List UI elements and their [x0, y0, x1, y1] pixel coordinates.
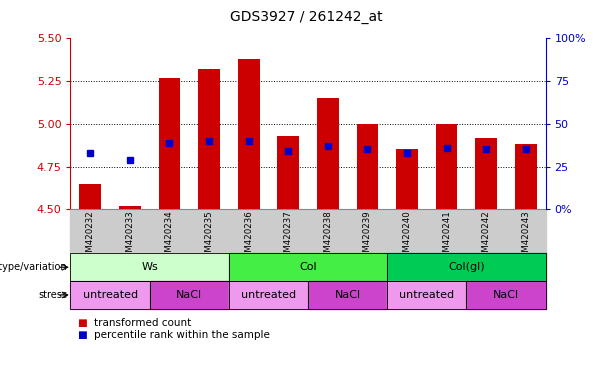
Text: Col: Col: [299, 262, 317, 272]
Text: NaCl: NaCl: [176, 290, 202, 300]
Text: genotype/variation: genotype/variation: [0, 262, 67, 272]
Text: percentile rank within the sample: percentile rank within the sample: [94, 330, 270, 340]
Bar: [436, 124, 457, 209]
Bar: [396, 149, 418, 209]
Text: GDS3927 / 261242_at: GDS3927 / 261242_at: [230, 10, 383, 23]
Bar: [119, 206, 141, 209]
Bar: [80, 184, 101, 209]
Bar: [277, 136, 299, 209]
Bar: [159, 78, 180, 209]
Text: ■: ■: [77, 318, 86, 328]
Bar: [515, 144, 536, 209]
Text: untreated: untreated: [83, 290, 138, 300]
Text: NaCl: NaCl: [335, 290, 360, 300]
Bar: [357, 124, 378, 209]
Text: transformed count: transformed count: [94, 318, 191, 328]
Text: stress: stress: [39, 290, 67, 300]
Bar: [317, 98, 339, 209]
Text: Ws: Ws: [142, 262, 158, 272]
Bar: [475, 137, 497, 209]
Text: untreated: untreated: [241, 290, 296, 300]
Text: untreated: untreated: [399, 290, 454, 300]
Text: NaCl: NaCl: [493, 290, 519, 300]
Bar: [198, 69, 220, 209]
Text: Col(gl): Col(gl): [448, 262, 485, 272]
Bar: [238, 59, 259, 209]
Text: ■: ■: [77, 330, 86, 340]
